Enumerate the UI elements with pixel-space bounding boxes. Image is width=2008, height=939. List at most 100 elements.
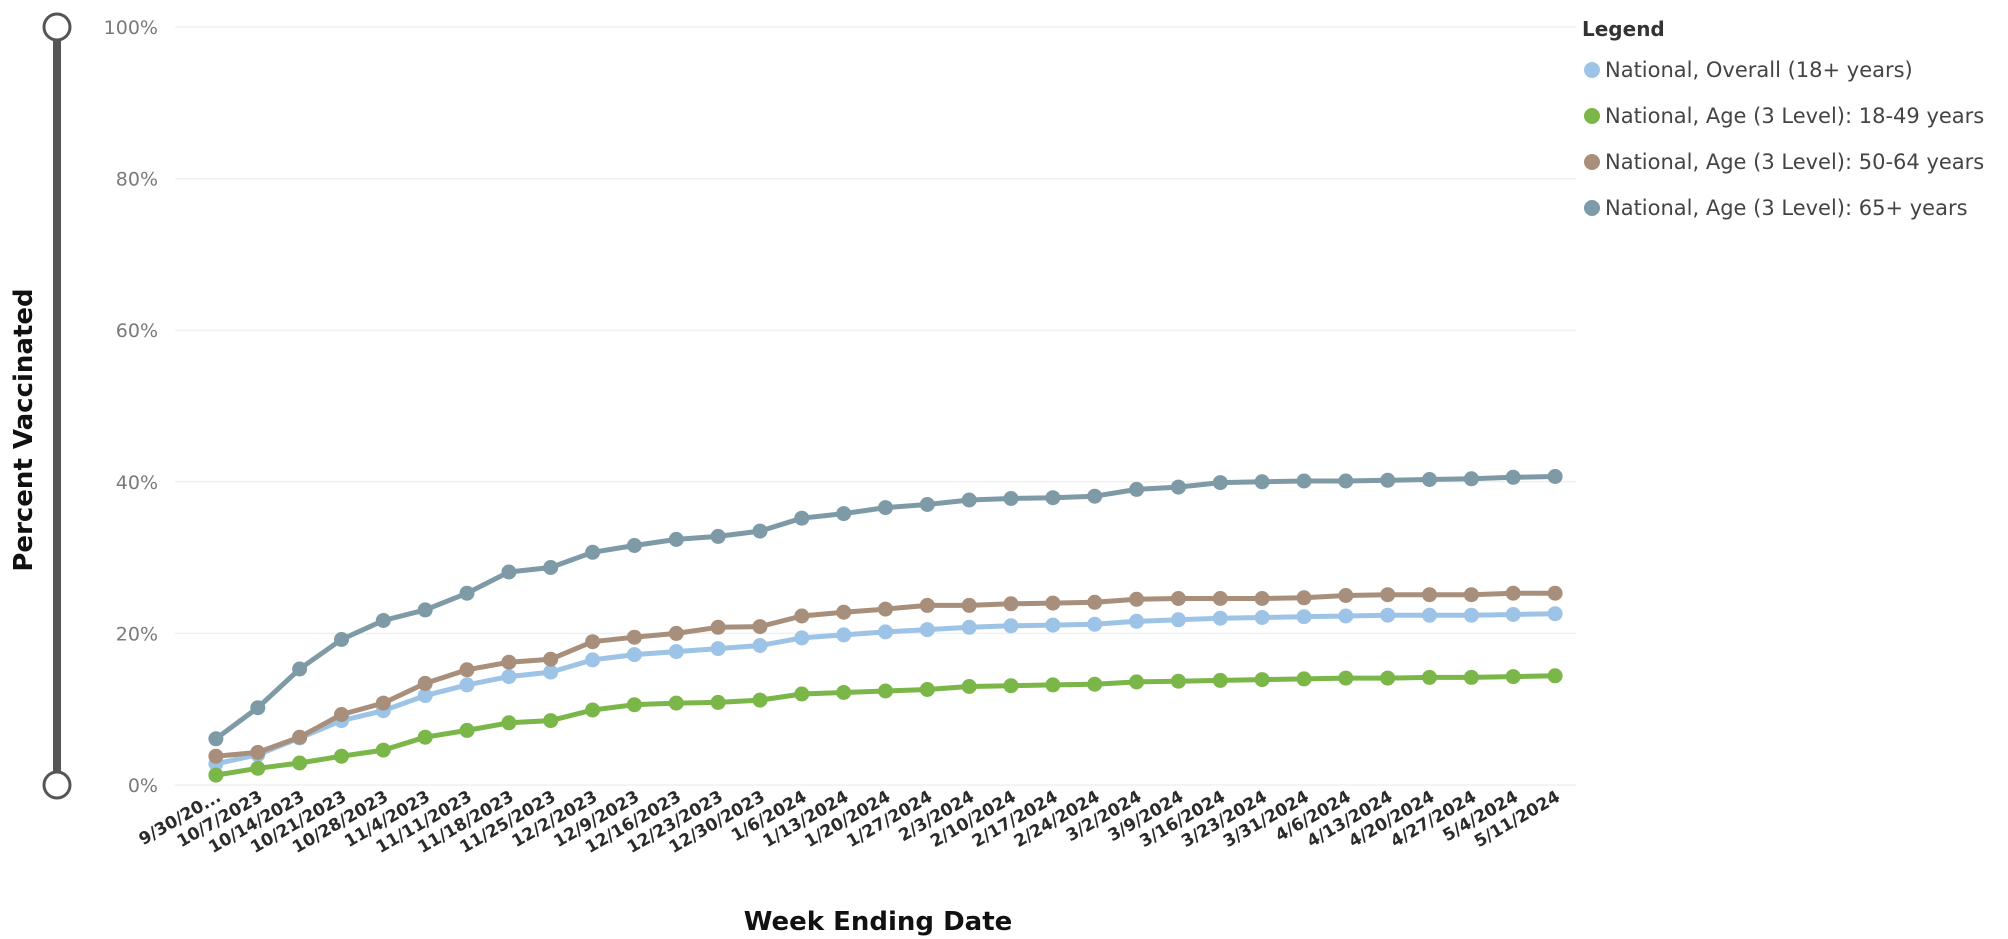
data-point bbox=[1422, 607, 1437, 623]
series-group bbox=[208, 668, 1563, 783]
gridlines bbox=[175, 26, 1576, 786]
legend-label: National, Age (3 Level): 65+ years bbox=[1605, 196, 1968, 220]
y-tick-label: 60% bbox=[116, 320, 158, 342]
data-point bbox=[1212, 610, 1228, 626]
data-point bbox=[1087, 594, 1103, 610]
data-point bbox=[626, 629, 642, 645]
data-point bbox=[543, 713, 559, 729]
data-point bbox=[1296, 671, 1312, 687]
data-point bbox=[1045, 595, 1061, 611]
data-point bbox=[1463, 587, 1479, 603]
data-point bbox=[752, 619, 768, 635]
data-point bbox=[1003, 491, 1019, 506]
data-point bbox=[417, 688, 433, 704]
data-point bbox=[878, 500, 893, 516]
data-point bbox=[208, 767, 224, 783]
y-tick-label: 40% bbox=[116, 472, 158, 494]
data-point bbox=[1129, 613, 1145, 629]
data-point bbox=[710, 694, 726, 710]
zoom-slider-bottom-handle[interactable] bbox=[42, 770, 72, 800]
legend-label: National, Age (3 Level): 18-49 years bbox=[1605, 104, 1984, 128]
data-point bbox=[668, 625, 684, 641]
data-point bbox=[1170, 673, 1186, 689]
data-point bbox=[1045, 677, 1061, 693]
data-point bbox=[1380, 607, 1396, 623]
data-point bbox=[250, 760, 266, 776]
data-point bbox=[961, 679, 977, 694]
zoom-slider[interactable] bbox=[42, 12, 72, 800]
data-point bbox=[1045, 617, 1061, 633]
series-group bbox=[208, 606, 1563, 772]
legend-title: Legend bbox=[1582, 17, 1665, 41]
data-point bbox=[794, 608, 810, 624]
data-point bbox=[1505, 669, 1521, 685]
data-point bbox=[752, 692, 768, 708]
data-point bbox=[417, 602, 433, 618]
data-point bbox=[208, 731, 224, 747]
data-point bbox=[878, 601, 893, 617]
legend-items: National, Overall (18+ years) National, A… bbox=[1584, 58, 1984, 220]
data-point bbox=[1505, 585, 1521, 601]
data-point bbox=[794, 510, 810, 526]
y-tick-label: 100% bbox=[104, 17, 158, 39]
data-point bbox=[1254, 474, 1270, 490]
data-point bbox=[1045, 490, 1061, 506]
data-point bbox=[1170, 591, 1186, 606]
data-point bbox=[501, 564, 517, 580]
data-point bbox=[1254, 591, 1270, 606]
data-point bbox=[1296, 609, 1312, 625]
data-point bbox=[1129, 481, 1145, 497]
data-point bbox=[668, 531, 684, 547]
legend-label: National, Age (3 Level): 50-64 years bbox=[1605, 150, 1984, 174]
data-point bbox=[1170, 612, 1186, 628]
data-point bbox=[1380, 587, 1396, 603]
data-point bbox=[794, 630, 810, 646]
data-point bbox=[626, 697, 642, 713]
data-point bbox=[1254, 610, 1270, 625]
data-point bbox=[1547, 668, 1563, 684]
data-point bbox=[334, 707, 349, 722]
data-point bbox=[626, 538, 642, 553]
data-point bbox=[208, 748, 224, 764]
data-point bbox=[1296, 590, 1312, 606]
y-axis-ticks: 0% 20% 40% 60% 80% 100% bbox=[104, 17, 158, 797]
data-point bbox=[794, 686, 810, 702]
legend-label: National, Overall (18+ years) bbox=[1605, 58, 1913, 82]
data-point bbox=[250, 700, 266, 716]
y-tick-label: 20% bbox=[116, 623, 158, 645]
data-point bbox=[1338, 473, 1354, 489]
data-point bbox=[961, 492, 977, 508]
data-point bbox=[1338, 588, 1354, 603]
data-point bbox=[1505, 469, 1521, 485]
data-point bbox=[585, 634, 601, 650]
data-point bbox=[919, 497, 935, 512]
data-point bbox=[1547, 469, 1563, 484]
data-point bbox=[585, 652, 601, 668]
data-point bbox=[417, 675, 433, 691]
data-point bbox=[417, 729, 433, 745]
data-point bbox=[836, 604, 852, 620]
data-point bbox=[710, 641, 726, 657]
zoom-slider-top-handle[interactable] bbox=[42, 12, 72, 42]
data-point bbox=[1212, 672, 1228, 688]
data-point bbox=[334, 748, 349, 764]
data-point bbox=[668, 644, 684, 660]
data-point bbox=[543, 651, 559, 667]
data-point bbox=[459, 722, 475, 738]
y-tick-label: 80% bbox=[116, 169, 158, 191]
data-point bbox=[292, 755, 308, 771]
data-point bbox=[919, 597, 935, 613]
data-point bbox=[710, 528, 726, 544]
data-point bbox=[1338, 670, 1354, 686]
data-point bbox=[543, 664, 559, 680]
data-point bbox=[1254, 672, 1270, 688]
series-group bbox=[208, 469, 1563, 747]
data-point bbox=[1003, 596, 1019, 612]
data-point bbox=[375, 695, 391, 711]
data-point bbox=[1212, 475, 1228, 491]
data-point bbox=[1547, 606, 1563, 622]
data-point bbox=[668, 695, 684, 711]
data-point bbox=[878, 624, 893, 640]
data-point bbox=[1129, 591, 1145, 607]
